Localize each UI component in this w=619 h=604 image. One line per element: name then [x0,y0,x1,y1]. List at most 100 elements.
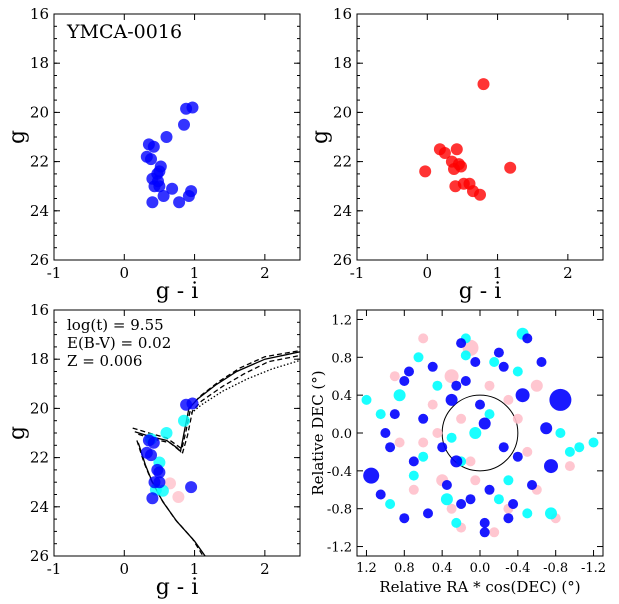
data-point [564,446,575,457]
data-point [456,499,467,509]
data-point [432,380,443,391]
data-point [361,394,372,405]
y-axis-label: g [5,130,30,144]
y-tick-label: 18 [30,350,49,368]
isochrone-dashed [132,349,300,451]
data-point [145,153,157,166]
data-point [484,484,495,495]
y-tick-label: 20 [30,103,49,121]
plot-frame [356,13,604,261]
y-tick-label: 18 [30,54,49,72]
data-point [393,389,406,402]
data-point [536,357,547,367]
data-point [408,470,419,481]
data-point [172,491,185,503]
data-point [555,428,566,438]
data-point [484,409,495,420]
x-tick-label: 0 [120,264,130,282]
data-point [427,399,438,410]
x-tick-label: 2 [563,264,573,282]
data-point [147,436,160,449]
y-tick-label: 26 [333,251,352,269]
plot-area [140,101,199,209]
data-point [489,357,500,367]
x-tick-label: 1 [190,560,200,578]
panel-annotation-line: Z = 0.006 [67,352,142,370]
data-point [153,466,166,479]
panel-tl: -1 0 1 2 16 18 20 22 24 26 g - i g YMCA-0016 [5,5,301,304]
panel-annotation: YMCA-0016 [66,21,182,43]
data-point [469,427,482,439]
data-point [465,494,476,505]
plot-area [419,78,517,201]
data-point [540,422,553,435]
x-axis-label: Relative RA * cos(DEC) (°) [379,578,580,596]
x-tick-label: 1 [190,264,200,282]
data-point [498,361,509,372]
data-point [512,366,523,377]
data-point [530,379,543,392]
y-tick-label: 18 [333,54,352,72]
data-point [437,442,448,453]
data-point [182,190,195,202]
y-tick-label: -1.2 [327,541,352,556]
x-tick-label: 2 [260,560,270,578]
data-point [545,507,557,520]
data-point [404,366,414,377]
panel-annotation-line: E(B-V) = 0.02 [67,334,171,352]
x-tick-label: 1.2 [356,561,377,576]
data-point [527,480,537,490]
x-tick-label: 2 [260,264,270,282]
data-point [408,456,419,467]
y-tick-label: 16 [333,5,352,23]
data-point [444,369,459,384]
y-tick-label: 22 [30,449,49,467]
x-axis-label: g - i [459,279,502,304]
data-point [503,475,514,486]
y-tick-label: -0.8 [327,503,352,518]
y-tick-label: 24 [30,202,49,220]
data-point [470,357,481,367]
data-point [164,477,176,490]
data-point [186,101,199,114]
data-point [493,347,504,358]
plot-frame [53,13,301,261]
data-point [470,475,481,486]
data-point [418,333,429,344]
data-point [399,513,410,524]
data-point [153,180,166,193]
data-point [385,499,396,509]
y-tick-label: 1.2 [331,313,352,328]
y-tick-label: 24 [333,202,352,220]
data-point [166,182,179,195]
data-point [498,442,509,453]
data-point [146,492,159,505]
y-tick-label: 20 [333,103,352,121]
data-point [394,437,405,448]
x-tick-label: -1 [47,264,62,282]
data-point [460,350,471,361]
data-point [413,352,424,363]
x-tick-label: -1 [350,264,365,282]
panel-annotation-line: log(t) = 9.55 [67,316,164,334]
data-point [389,409,400,420]
data-point [445,393,458,406]
data-point [512,451,523,462]
x-tick-label: 0.0 [470,561,491,576]
data-point [145,449,157,462]
isochrone-dashed [136,440,204,556]
y-tick-label: 20 [30,399,49,417]
y-tick-label: 16 [30,5,49,23]
data-point [512,413,523,424]
y-tick-label: 22 [333,153,352,171]
data-point [493,494,504,505]
y-tick-label: 16 [30,301,49,319]
data-point [460,376,471,386]
plot-area [361,327,599,538]
y-tick-label: 0.0 [331,427,352,442]
y-axis-label: Relative DEC (°) [309,370,327,495]
data-point [375,489,386,500]
y-tick-label: 22 [30,153,49,171]
data-point [474,188,486,201]
panel-br: 1.2 0.8 0.4 0.0 -0.4 -0.8 -1.2 1.2 0.8 0.4 0.0 -0.4… [309,309,606,596]
